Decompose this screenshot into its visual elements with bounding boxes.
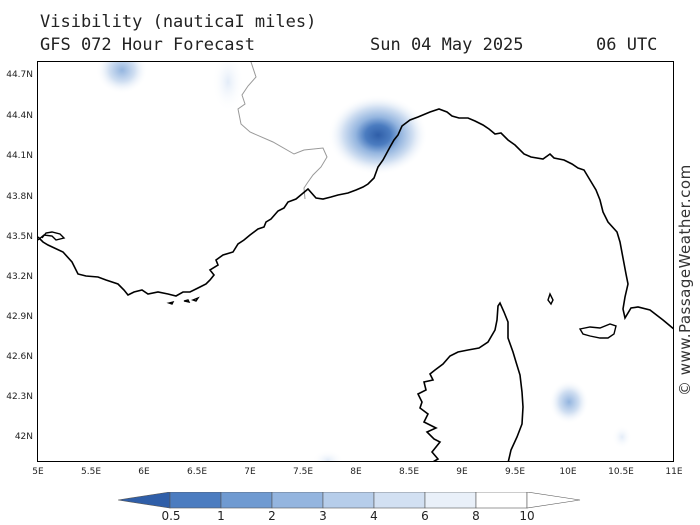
island-hyeres <box>183 299 191 303</box>
legend-swatch <box>526 492 581 509</box>
map-area[interactable] <box>37 61 674 462</box>
legend-label: 1 <box>217 509 225 523</box>
x-tick-label: 6E <box>138 467 150 477</box>
x-tick-label: 10E <box>559 467 577 477</box>
legend-swatch <box>475 492 528 509</box>
x-tick-label: 6.5E <box>187 467 207 477</box>
visibility-patch <box>328 95 428 175</box>
x-tick-label: 9.5E <box>505 467 525 477</box>
legend-colorbar <box>118 492 581 509</box>
x-tick-label: 5.5E <box>81 467 101 477</box>
y-tick-label: 42.3N <box>6 392 33 402</box>
visibility-patch <box>96 62 148 94</box>
legend-label: 3 <box>319 509 327 523</box>
legend-label: 10 <box>519 509 535 523</box>
y-tick-label: 43.2N <box>6 272 33 282</box>
x-tick-label: 8E <box>350 467 362 477</box>
legend-swatch <box>118 492 171 509</box>
y-tick-label: 44.4N <box>6 111 33 121</box>
island-hyeres <box>166 300 175 305</box>
y-tick-label: 42N <box>14 432 33 442</box>
legend-swatch <box>373 492 426 509</box>
island-elba <box>578 323 617 339</box>
island-corsica <box>416 301 524 461</box>
x-tick-label: 7.5E <box>293 467 313 477</box>
coastline <box>38 108 673 330</box>
x-tick-label: 8.5E <box>399 467 419 477</box>
legend-swatch <box>220 492 273 509</box>
y-tick-label: 42.9N <box>6 312 33 322</box>
legend-label: 0.5 <box>161 509 181 523</box>
visibility-patch <box>312 450 344 461</box>
chart-subtitle: GFS 072 Hour Forecast <box>40 35 255 55</box>
forecast-date: Sun 04 May 2025 <box>370 35 524 55</box>
x-tick-label: 11E <box>665 467 683 477</box>
legend-label: 2 <box>268 509 276 523</box>
x-tick-label: 5E <box>32 467 44 477</box>
island-capraia <box>547 292 554 306</box>
forecast-time: 06 UTC <box>596 35 658 55</box>
x-tick-label: 9E <box>456 467 468 477</box>
legend-label: 8 <box>472 509 480 523</box>
legend-swatch <box>169 492 222 509</box>
legend-swatch <box>424 492 477 509</box>
legend-label: 6 <box>421 509 429 523</box>
visibility-patch <box>212 62 244 112</box>
x-tick-label: 7E <box>244 467 256 477</box>
y-tick-label: 44.7N <box>6 70 33 80</box>
country-border <box>237 62 328 200</box>
legend-swatch <box>322 492 375 509</box>
y-tick-label: 43.5N <box>6 232 33 242</box>
watermark: © www.PassageWeather.com <box>674 148 696 398</box>
island-hyeres <box>190 296 200 302</box>
watermark-text: © www.PassageWeather.com <box>676 164 694 396</box>
y-tick-label: 43.8N <box>6 192 33 202</box>
y-tick-label: 42.6N <box>6 352 33 362</box>
visibility-patch <box>612 425 632 449</box>
map-svg <box>38 62 673 461</box>
visibility-patch <box>549 380 589 424</box>
legend-label: 4 <box>370 509 378 523</box>
y-tick-label: 44.1N <box>6 151 33 161</box>
x-tick-label: 10.5E <box>608 467 634 477</box>
lagoon <box>38 231 66 241</box>
chart-title: Visibility (nauticaI miles) <box>40 12 317 32</box>
legend-swatch <box>271 492 324 509</box>
